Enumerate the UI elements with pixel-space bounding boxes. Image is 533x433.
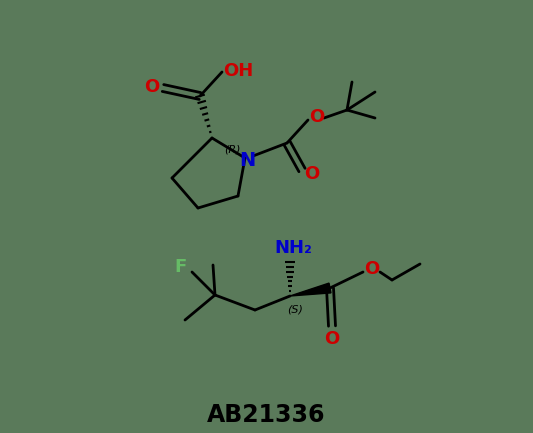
Text: (S): (S): [287, 304, 303, 314]
Text: (R): (R): [224, 145, 240, 155]
Text: O: O: [304, 165, 320, 183]
Polygon shape: [290, 283, 331, 296]
Text: O: O: [309, 108, 325, 126]
Text: NH₂: NH₂: [274, 239, 312, 257]
Text: O: O: [365, 260, 379, 278]
Text: OH: OH: [223, 62, 253, 80]
Text: O: O: [144, 78, 159, 96]
Text: O: O: [325, 330, 340, 348]
Text: AB21336: AB21336: [207, 403, 325, 427]
Text: N: N: [239, 152, 255, 171]
Text: F: F: [175, 258, 187, 276]
